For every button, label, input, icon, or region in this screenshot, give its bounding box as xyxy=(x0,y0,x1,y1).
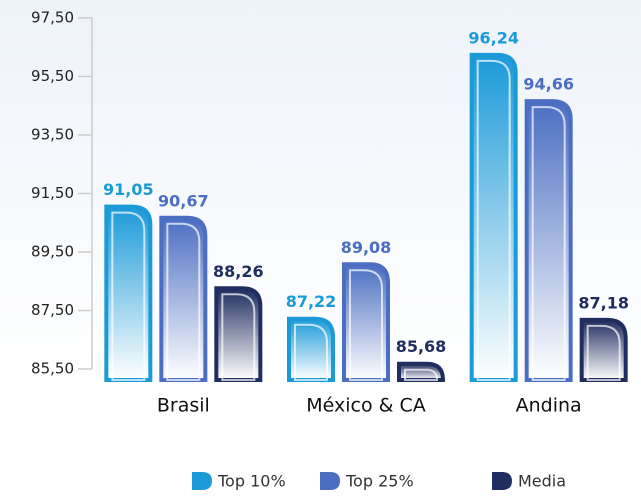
legend-label: Media xyxy=(518,472,566,491)
bar xyxy=(214,286,263,382)
bar xyxy=(469,52,518,382)
y-tick-label: 87,50 xyxy=(31,301,74,319)
bar-inner xyxy=(294,323,328,381)
bar xyxy=(104,204,153,382)
bar-inner xyxy=(349,269,383,381)
legend-swatch xyxy=(492,472,512,490)
bar-inner xyxy=(166,222,201,381)
bar-inner xyxy=(586,324,621,381)
bar xyxy=(159,215,208,382)
y-tick-label: 89,50 xyxy=(31,243,74,261)
value-label: 91,05 xyxy=(103,180,154,199)
value-label: 85,68 xyxy=(396,337,447,356)
bar xyxy=(524,99,573,382)
x-tick-label: México & CA xyxy=(306,395,426,417)
value-label: 87,18 xyxy=(578,293,629,312)
legend-label: Top 25% xyxy=(345,472,414,491)
y-tick-label: 97,50 xyxy=(31,9,74,27)
y-tick-label: 91,50 xyxy=(31,184,74,202)
bar xyxy=(579,317,628,382)
y-tick-label: 93,50 xyxy=(31,126,74,144)
value-label: 96,24 xyxy=(468,28,519,47)
bar-inner xyxy=(221,293,256,381)
bar xyxy=(287,316,335,382)
x-tick-label: Andina xyxy=(516,395,582,417)
bar-inner xyxy=(476,59,511,381)
value-label: 87,22 xyxy=(286,292,337,311)
legend-swatch xyxy=(320,472,340,490)
bar xyxy=(342,262,390,382)
legend-label: Top 10% xyxy=(217,472,286,491)
y-tick-label: 85,50 xyxy=(31,360,74,378)
bar-inner xyxy=(404,368,439,381)
bar-inner xyxy=(111,211,146,381)
value-label: 90,67 xyxy=(158,191,209,210)
value-label: 88,26 xyxy=(213,262,264,281)
value-label: 94,66 xyxy=(523,75,574,94)
x-tick-label: Brasil xyxy=(157,395,210,417)
bar-inner xyxy=(531,106,566,381)
y-tick-label: 95,50 xyxy=(31,67,74,85)
legend-swatch xyxy=(192,472,212,490)
value-label: 89,08 xyxy=(341,238,392,257)
bar xyxy=(397,361,446,382)
